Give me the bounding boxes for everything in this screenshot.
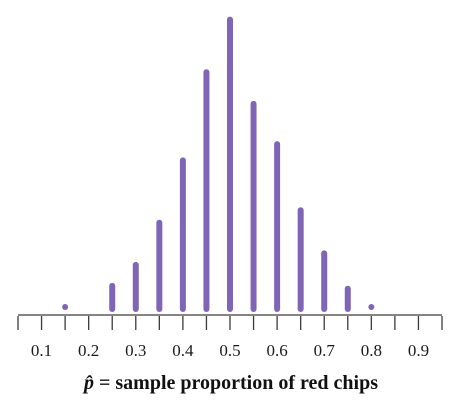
bars-layer	[62, 16, 375, 312]
x-tick-label-0.1: 0.1	[31, 341, 52, 360]
x-tick-label-0.6: 0.6	[266, 341, 287, 360]
x-tick-label-0.5: 0.5	[219, 341, 240, 360]
x-axis-label-text: = sample proportion of red chips	[94, 372, 378, 394]
x-tick-label-0.2: 0.2	[78, 341, 99, 360]
x-axis-title: p̂ = sample proportion of red chips	[82, 372, 378, 394]
x-tick-label-0.4: 0.4	[172, 341, 194, 360]
x-tick-labels-layer: 0.1 0.2 0.3 0.4 0.5 0.6 0.7 0.8 0.9	[31, 341, 429, 360]
bar-0.15	[62, 304, 69, 310]
x-tick-label-0.8: 0.8	[361, 341, 382, 360]
x-ticks-layer	[17, 316, 443, 330]
x-axis-symbol: p̂	[82, 372, 94, 394]
bar-0.80	[368, 304, 375, 310]
x-tick-label-0.7: 0.7	[314, 341, 336, 360]
x-tick-label-0.9: 0.9	[408, 341, 429, 360]
x-tick-label-0.3: 0.3	[125, 341, 146, 360]
